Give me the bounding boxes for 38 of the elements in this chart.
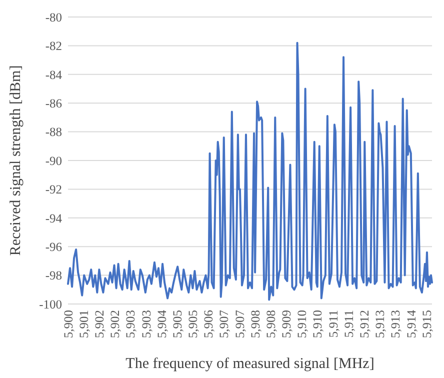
x-tick-label: 5,913 [373, 310, 388, 338]
x-tick-label: 5,902 [92, 310, 107, 338]
x-tick-label: 5,914 [404, 309, 418, 338]
y-tick-label: -80 [45, 10, 62, 24]
x-tick-label: 5,903 [124, 310, 138, 338]
y-tick-label: -94 [45, 211, 63, 226]
y-tick-label: -82 [45, 39, 62, 54]
x-tick-label: 5,907 [232, 310, 247, 338]
y-tick-label: -96 [45, 240, 62, 254]
x-tick-label: 5,905 [170, 310, 184, 338]
y-tick-label: -84 [45, 68, 63, 82]
y-tick-label: -90 [45, 154, 62, 168]
x-tick-label: 5,904 [154, 309, 169, 338]
x-tick-label: 5,908 [264, 310, 278, 338]
x-tick-label: 5,910 [295, 310, 310, 338]
y-tick-label: -92 [45, 182, 62, 197]
x-tick-label: 5,910 [310, 310, 325, 338]
x-tick-label: 5,913 [388, 310, 403, 338]
x-tick-label: 5,915 [420, 310, 434, 338]
line-series [67, 42, 433, 301]
x-tick-label: 5,902 [108, 310, 122, 338]
x-tick-label: 5,908 [248, 310, 262, 338]
x-tick-label: 5,905 [186, 310, 200, 338]
x-tick-label: 5,906 [202, 310, 216, 338]
y-tick-label: -100 [39, 297, 62, 312]
y-tick-label: -98 [45, 268, 62, 283]
x-tick-label: 5,900 [61, 310, 76, 338]
y-tick-label: -86 [45, 96, 62, 110]
x-tick-label: 5,909 [280, 310, 294, 338]
x-tick-label: 5,911 [342, 310, 356, 338]
x-tick-label: 5,912 [358, 310, 372, 338]
x-tick-label: 5,903 [139, 310, 154, 338]
x-tick-label: 5,907 [217, 310, 232, 338]
y-axis-title: Received signal strength [dBm] [8, 65, 24, 256]
x-tick-label: 5,911 [326, 310, 340, 338]
x-tick-label: 5,901 [76, 310, 91, 338]
y-tick-label: -88 [45, 125, 62, 140]
x-axis-title: The frequency of measured signal [MHz] [126, 356, 374, 372]
